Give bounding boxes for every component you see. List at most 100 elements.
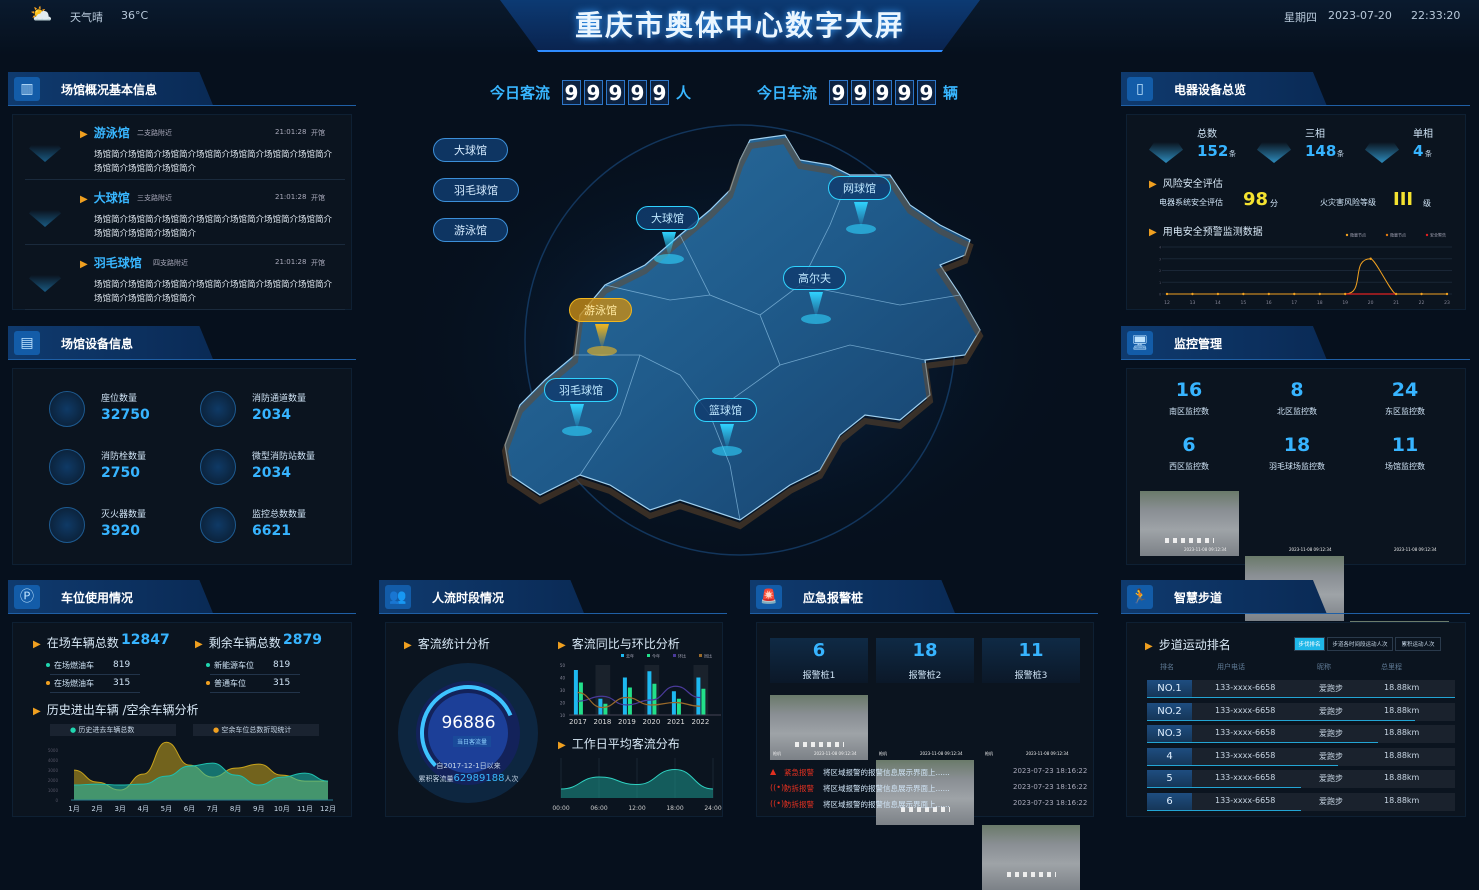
extinguisher-icon (49, 507, 85, 543)
venue-description: 场馆简介场馆简介场馆简介场馆简介场馆简介场馆简介场馆简介场馆简介场馆简介场馆简介 (94, 280, 333, 304)
map-marker-label[interactable]: 大球馆 (636, 206, 699, 230)
x-tick: 2018 (593, 718, 611, 725)
map-marker-label[interactable]: 羽毛球馆 (544, 378, 618, 402)
table-row[interactable]: 6 133-xxxx-6658 爱跑步 18.88km (1147, 792, 1455, 811)
network-icon (1149, 125, 1183, 163)
column-header: 用户电话 (1217, 663, 1245, 671)
camera-feed[interactable] (876, 760, 974, 825)
area-series-0 (74, 763, 328, 800)
data-point (1445, 292, 1449, 296)
x-tick: 15 (1240, 300, 1246, 306)
in-vehicles-label: 在场车辆总数 (33, 634, 119, 651)
table-row[interactable]: NO.2 133-xxxx-6658 爱跑步 18.88km (1147, 702, 1455, 721)
map-marker-label[interactable]: 高尔夫 (783, 266, 846, 290)
legend-swatch (699, 654, 702, 657)
x-tick: 24:00 (704, 805, 721, 812)
trail-tab[interactable]: 累积运动人次 (1395, 637, 1441, 651)
data-point (1165, 292, 1169, 296)
cloud-sun-icon: ⛅ (30, 4, 53, 25)
map-pin-base (587, 346, 617, 356)
phone: 133-xxxx-6658 (1215, 683, 1276, 692)
rank: NO.2 (1147, 702, 1192, 721)
electric-header: ▯ 电器设备总览 (1121, 72, 1470, 106)
nickname: 爱跑步 (1319, 774, 1343, 783)
x-tick: 14 (1215, 300, 1221, 306)
vehicle-unit: 辆 (943, 84, 959, 102)
table-row[interactable]: 5 133-xxxx-6658 爱跑步 18.88km (1147, 770, 1455, 788)
x-tick: 21 (1393, 300, 1399, 306)
camera-feed[interactable] (1140, 491, 1239, 556)
phone: 133-xxxx-6658 (1215, 795, 1276, 805)
map-marker-label[interactable]: 篮球馆 (694, 398, 757, 422)
x-tick: 17 (1291, 300, 1297, 306)
x-tick: 16 (1266, 300, 1272, 306)
table-row[interactable]: NO.3 133-xxxx-6658 爱跑步 18.88km (1147, 725, 1455, 743)
data-point (1242, 292, 1245, 296)
camera-feed[interactable] (770, 695, 868, 760)
map-marker-label[interactable]: 网球馆 (828, 176, 891, 200)
building-icon: ▥ (14, 77, 40, 101)
vehicle-label: 今日车流 (757, 84, 818, 102)
trail-tab[interactable]: 步伐排名 (1294, 637, 1325, 651)
distance: 18.88km (1384, 773, 1420, 782)
flow-header: 👥 人流时段情况 (379, 580, 727, 614)
camera-timestamp: 2023-11-08 09:12:34 (1394, 547, 1437, 552)
table-row[interactable]: 4 133-xxxx-6658 爱跑步 18.88km (1147, 747, 1455, 766)
detail-label: 在场燃油车 (54, 661, 94, 670)
bar (603, 703, 608, 715)
alarm-pile-card (876, 638, 974, 683)
legend-label: 去年 (626, 653, 634, 659)
band (644, 665, 660, 715)
progress-bar (1147, 787, 1301, 788)
data-point (1318, 292, 1321, 296)
stat-value: 152 (1197, 142, 1229, 160)
alarm-header: 🚨 应急报警桩 (750, 580, 1098, 614)
map-marker-label[interactable]: 游泳馆 (569, 298, 632, 322)
x-tick: 06:00 (590, 805, 607, 812)
x-tick: 11月 (297, 805, 313, 813)
since-date: 自2017-12-1日以来 (436, 762, 501, 770)
legend-dot (1345, 233, 1349, 237)
map-tab[interactable]: 羽毛球馆 (433, 178, 519, 202)
venue-name: 游泳馆 (80, 124, 130, 141)
camera-tag: 枪机 (879, 751, 887, 756)
trail-tab[interactable]: 步道各时间段运动人次 (1327, 637, 1393, 651)
equipment-label: 消防通道数量 (252, 394, 307, 404)
map-tab[interactable]: 大球馆 (433, 138, 508, 162)
monitor-label: 场馆监控数 (1385, 462, 1425, 471)
table-row[interactable]: NO.1 133-xxxx-6658 爱跑步 18.88km (1147, 680, 1455, 698)
x-tick: 23 (1444, 300, 1450, 306)
detail-value: 819 (113, 660, 131, 670)
detail-dot (206, 681, 210, 685)
counter-digit: 9 (851, 80, 871, 105)
legend-label: 隐患节点 (1390, 232, 1406, 238)
equipment-label: 灭火器数量 (101, 510, 147, 520)
alarm-time: 2023-07-23 18:16:22 (1013, 783, 1088, 791)
venue-description: 场馆简介场馆简介场馆简介场馆简介场馆简介场馆简介场馆简介场馆简介场馆简介场馆简介 (94, 150, 333, 174)
bar (676, 698, 681, 715)
progress-bar (1147, 809, 1301, 811)
counter-digit: 9 (650, 80, 670, 105)
stat-value: 4 (1413, 142, 1424, 160)
x-tick: 20 (1368, 300, 1374, 306)
fire-exit-icon (200, 391, 236, 427)
trail-header: 🏃 智慧步道 (1121, 580, 1470, 614)
remaining-label: 剩余车辆总数 (195, 634, 281, 651)
yoy-label: 客流同比与环比分析 (558, 635, 680, 652)
x-tick: 12月 (320, 805, 336, 813)
date: 2023-07-20 (1328, 9, 1392, 22)
trail-title: 智慧步道 (1174, 591, 1223, 605)
equipment-title: 场馆设备信息 (61, 337, 134, 351)
counter-digit: 9 (917, 80, 937, 105)
legend-free-spaces: ● 空余车位总数折现统计 (193, 724, 319, 736)
alarm-title: 应急报警桩 (803, 591, 864, 605)
camera-feed[interactable] (982, 825, 1080, 890)
flow-stats-label: 客流统计分析 (404, 635, 490, 652)
weekday: 星期四 (1284, 11, 1317, 24)
monitor-label: 西区监控数 (1169, 462, 1209, 471)
x-tick: 1月 (68, 805, 79, 813)
y-tick: 0 (1159, 293, 1161, 297)
map-tab[interactable]: 游泳馆 (433, 218, 508, 242)
